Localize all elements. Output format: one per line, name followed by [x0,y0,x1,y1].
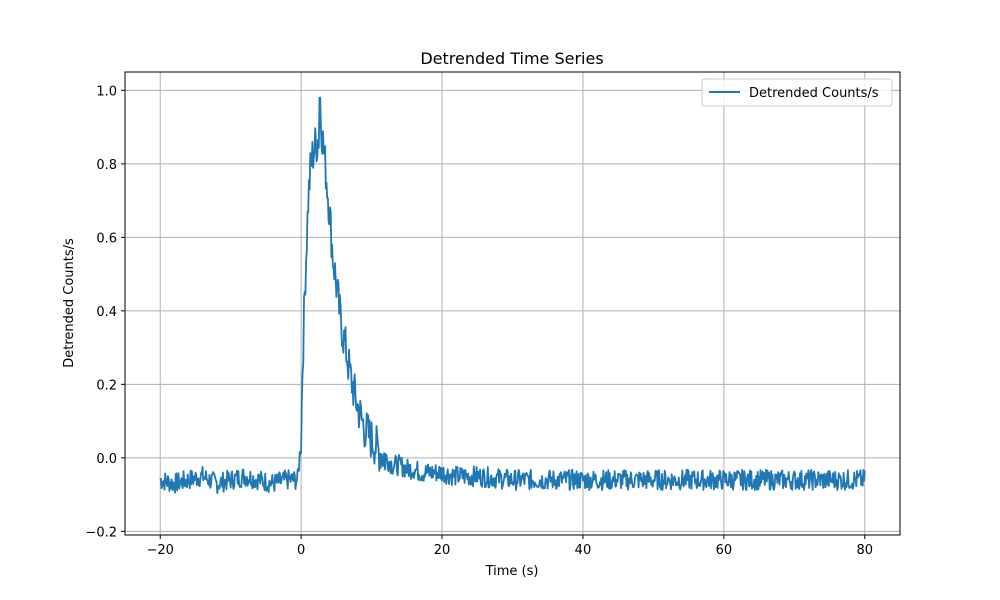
series-layer [159,96,866,495]
x-tick-label: 60 [716,543,733,558]
legend-label: Detrended Counts/s [749,86,879,101]
series-line [159,96,866,495]
y-tick-label: 0.2 [96,378,117,393]
y-tick-label: −0.2 [85,525,117,540]
y-tick-label: 0.8 [96,158,117,173]
plot-frame [124,71,901,536]
y-axis-ticks: −0.2 0.0 0.2 0.4 0.6 0.8 1.0 [85,84,125,540]
x-tick-label: 0 [297,543,305,558]
legend-box [701,78,893,107]
y-tick-label: 0.0 [96,452,117,467]
grid [125,72,900,535]
x-tick-label: 80 [856,543,873,558]
y-tick-label: 1.0 [96,84,117,99]
x-tick-label: 40 [575,543,592,558]
x-tick-label: −20 [147,543,174,558]
y-axis-label: Detrended Counts/s [62,238,77,368]
chart-title: Detrended Time Series [420,49,603,68]
x-tick-label: 20 [434,543,451,558]
x-axis-ticks: −20 0 20 40 60 80 [147,535,873,558]
y-tick-label: 0.4 [96,305,117,320]
x-axis-label: Time (s) [485,564,539,579]
legend: Detrended Counts/s [701,78,893,107]
y-tick-label: 0.6 [96,231,117,246]
